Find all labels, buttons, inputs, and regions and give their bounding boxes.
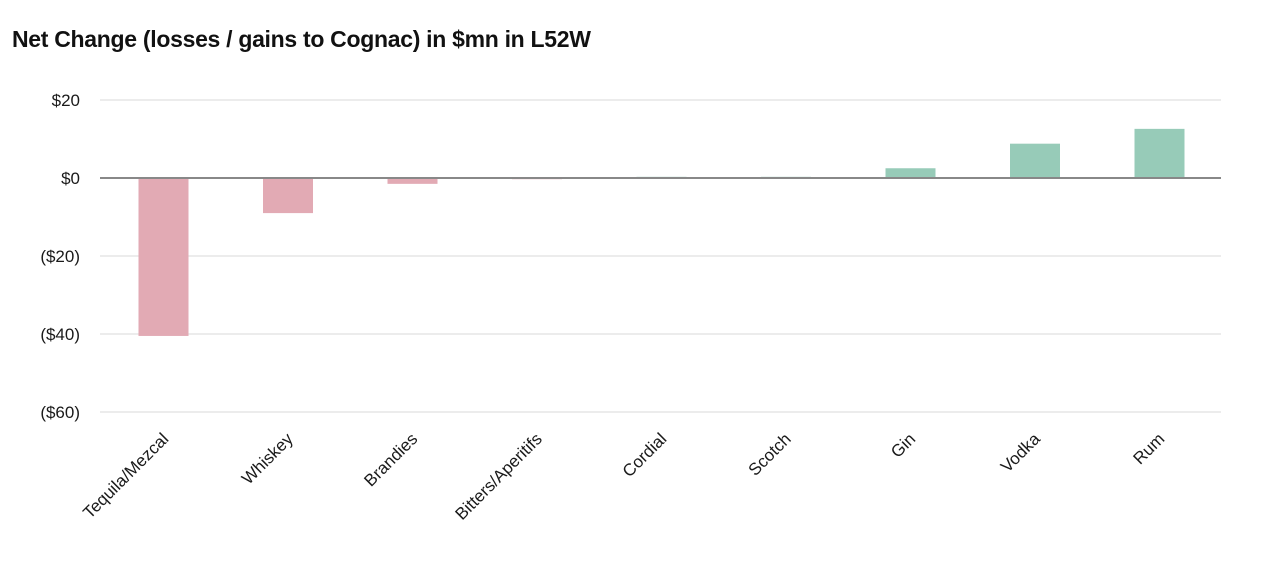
x-category-label: Gin bbox=[887, 429, 919, 461]
bar-tequila-mezcal bbox=[138, 178, 189, 336]
bar-rum bbox=[1134, 128, 1185, 178]
y-tick-label: ($20) bbox=[40, 247, 80, 266]
x-category-label: Brandies bbox=[360, 429, 421, 490]
y-tick-label: $0 bbox=[61, 169, 80, 188]
x-category-label: Rum bbox=[1130, 429, 1169, 468]
x-category-label: Bitters/Aperitifs bbox=[452, 429, 546, 523]
x-category-label: Cordial bbox=[619, 429, 671, 481]
y-tick-label: ($40) bbox=[40, 325, 80, 344]
bar-gin bbox=[885, 168, 936, 178]
bar-vodka bbox=[1010, 143, 1060, 178]
chart-title: Net Change (losses / gains to Cognac) in… bbox=[12, 26, 591, 52]
y-tick-label: $20 bbox=[52, 91, 80, 110]
bar-brandies bbox=[387, 178, 438, 184]
x-category-label: Tequila/Mezcal bbox=[79, 429, 172, 522]
x-axis-categories: Tequila/Mezcal Whiskey Brandies Bitters/Ape… bbox=[79, 429, 1168, 524]
x-category-label: Whiskey bbox=[238, 429, 297, 488]
gridlines bbox=[100, 99, 1221, 413]
x-category-label: Scotch bbox=[745, 429, 795, 479]
y-axis-ticks: $20 $0 ($20) ($40) ($60) bbox=[40, 91, 80, 422]
bars bbox=[138, 128, 1185, 336]
x-category-label: Vodka bbox=[997, 429, 1044, 476]
y-tick-label: ($60) bbox=[40, 403, 80, 422]
bar-whiskey bbox=[263, 178, 313, 214]
